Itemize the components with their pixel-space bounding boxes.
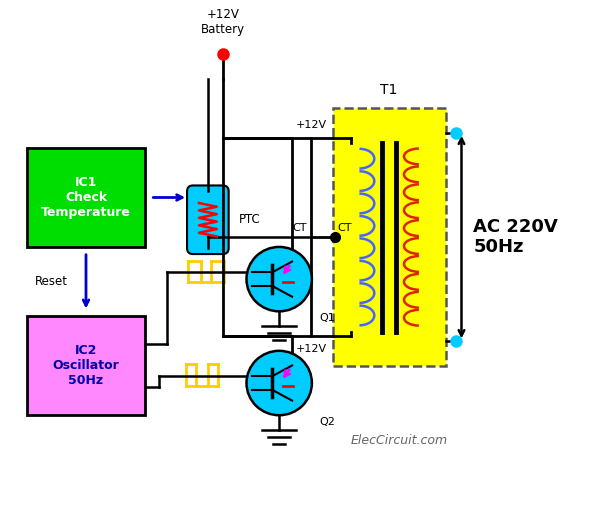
Text: Q1: Q1 bbox=[320, 313, 335, 323]
Text: Q2: Q2 bbox=[320, 417, 335, 427]
Text: CT: CT bbox=[338, 223, 352, 233]
Text: +12V: +12V bbox=[296, 344, 327, 354]
Text: T1: T1 bbox=[380, 83, 398, 97]
Bar bbox=[26, 316, 145, 415]
Text: CT: CT bbox=[292, 223, 307, 233]
FancyBboxPatch shape bbox=[187, 186, 229, 254]
Text: IC1
Check
Temperature: IC1 Check Temperature bbox=[41, 176, 131, 219]
Text: +12V: +12V bbox=[296, 120, 327, 130]
Text: Reset: Reset bbox=[35, 275, 68, 288]
Circle shape bbox=[247, 247, 312, 311]
Circle shape bbox=[247, 351, 312, 415]
Text: PTC: PTC bbox=[239, 213, 260, 226]
Bar bbox=[332, 108, 446, 366]
Text: +12V
Battery: +12V Battery bbox=[200, 9, 245, 37]
Bar bbox=[26, 148, 145, 247]
Text: IC2
Oscillator
50Hz: IC2 Oscillator 50Hz bbox=[53, 344, 119, 387]
Text: ElecCircuit.com: ElecCircuit.com bbox=[350, 434, 448, 447]
Text: AC 220V
50Hz: AC 220V 50Hz bbox=[473, 218, 558, 257]
